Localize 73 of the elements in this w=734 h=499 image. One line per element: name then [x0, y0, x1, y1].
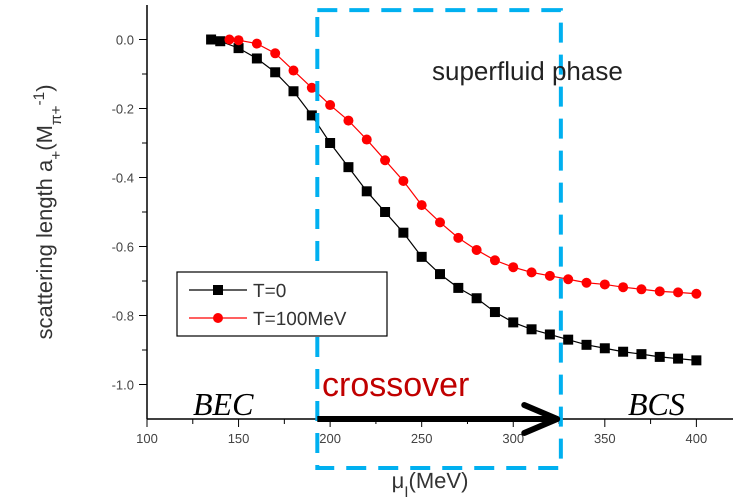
point: [691, 288, 702, 299]
point: [673, 287, 684, 298]
point: [206, 34, 216, 44]
y-tick-label: -0.8: [112, 308, 134, 324]
point: [582, 278, 592, 288]
point: [416, 200, 427, 210]
point: [453, 282, 464, 293]
x-tick-label: 100: [136, 431, 158, 446]
point: [526, 324, 537, 334]
point: [362, 134, 372, 145]
point: [526, 267, 537, 278]
point: [325, 100, 336, 110]
x-tick-label: 400: [686, 431, 708, 446]
point: [398, 228, 408, 238]
annotation: BEC: [193, 386, 254, 422]
point: [508, 317, 518, 328]
point: [673, 354, 684, 364]
point: [508, 262, 518, 272]
point: [306, 82, 317, 93]
point: [472, 244, 482, 255]
x-tick-label: 350: [594, 431, 616, 446]
point: [472, 293, 482, 304]
point: [654, 352, 665, 362]
point: [380, 155, 390, 166]
point: [563, 334, 574, 345]
y-tick-label: -0.2: [112, 102, 134, 116]
point: [490, 307, 500, 318]
point: [563, 274, 574, 284]
point: [224, 34, 234, 44]
point: [288, 66, 298, 76]
point: [215, 36, 226, 46]
x-tick-label: 300: [502, 431, 524, 446]
point: [270, 67, 280, 78]
point: [325, 138, 336, 148]
x-tick-label: 150: [228, 431, 250, 446]
point: [398, 176, 408, 186]
point: [252, 38, 262, 49]
point: [288, 86, 298, 96]
annotation: BCS: [628, 386, 685, 422]
y-tick-label: -0.6: [112, 240, 134, 254]
annotation: superfluid phase: [432, 56, 623, 86]
legend-label: T=0: [253, 281, 286, 302]
x-tick-label: 200: [319, 431, 341, 446]
point: [600, 343, 610, 354]
x-tick-label: 250: [410, 431, 433, 446]
point: [252, 53, 262, 64]
point: [636, 284, 646, 294]
x-axis-title: μ$_{I}$(MeV): [392, 468, 468, 499]
point: [636, 349, 646, 360]
y-tick-label: 0.0: [116, 32, 134, 48]
point: [270, 48, 280, 58]
point: [691, 355, 702, 366]
point: [582, 340, 592, 350]
point: [435, 269, 445, 280]
point: [544, 329, 555, 340]
point: [618, 346, 628, 357]
point: [435, 217, 445, 228]
point: [490, 255, 500, 266]
point: [380, 207, 390, 217]
legend-label: T=100MeV: [253, 309, 347, 330]
annotation: crossover: [322, 366, 470, 404]
y-tick-label: -1.0: [112, 378, 134, 392]
point: [544, 270, 555, 281]
point: [343, 162, 354, 172]
point: [416, 252, 427, 262]
point: [343, 116, 354, 126]
point: [654, 286, 665, 296]
point: [234, 35, 244, 46]
point: [600, 279, 610, 290]
y-tick-label: -0.4: [112, 170, 134, 186]
point: [453, 232, 464, 243]
point: [618, 282, 628, 292]
point: [362, 186, 372, 196]
